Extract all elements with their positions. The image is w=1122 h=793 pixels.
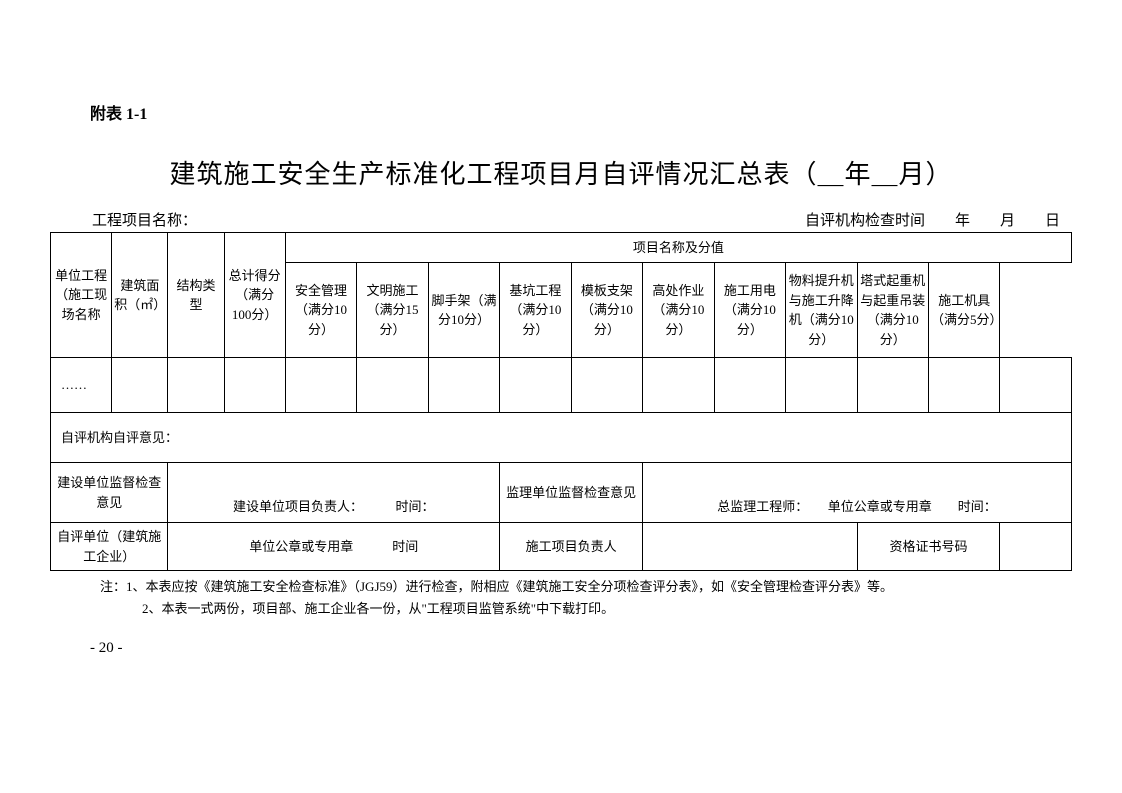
self-eval-unit: 自评单位（建筑施工企业）	[51, 523, 168, 571]
col-pit: 基坑工程（满分10分）	[500, 263, 571, 358]
col-area: 建筑面积（㎡）	[112, 233, 168, 358]
page-title: 建筑施工安全生产标准化工程项目月自评情况汇总表（＿年＿月）	[50, 154, 1072, 191]
table-cell	[643, 358, 714, 413]
col-total-score: 总计得分（满分100分）	[224, 233, 285, 358]
table-cell	[168, 358, 224, 413]
construction-unit-leader: 建设单位项目负责人： 时间：	[168, 463, 500, 523]
self-evaluation-opinion: 自评机构自评意见：	[51, 413, 1072, 463]
col-group-items: 项目名称及分值	[285, 233, 1071, 263]
col-hoist: 物料提升机与施工升降机（满分10分）	[786, 263, 857, 358]
col-structure: 结构类型	[168, 233, 224, 358]
table-cell	[357, 358, 428, 413]
construction-project-leader: 施工项目负责人	[500, 523, 643, 571]
table-cell	[929, 358, 1000, 413]
table-cell	[285, 358, 356, 413]
leader-blank	[643, 523, 857, 571]
table-cell	[224, 358, 285, 413]
header-line: 工程项目名称： 自评机构检查时间 年 月 日	[50, 209, 1072, 230]
note-1: 注：1、本表应按《建筑施工安全检查标准》（JGJ59）进行检查，附相应《建筑施工…	[100, 576, 1072, 598]
table-cell	[500, 358, 571, 413]
annex-label: 附表 1-1	[90, 100, 1072, 124]
table-cell	[1000, 358, 1072, 413]
table-cell	[786, 358, 857, 413]
check-time-label: 自评机构检查时间 年 月 日	[805, 209, 1060, 230]
table-cell	[428, 358, 499, 413]
col-electricity: 施工用电（满分10分）	[714, 263, 785, 358]
col-height-work: 高处作业（满分10分）	[643, 263, 714, 358]
row-ellipsis: ……	[51, 358, 112, 413]
col-machinery: 施工机具（满分5分）	[929, 263, 1000, 358]
note-2: 2、本表一式两份，项目部、施工企业各一份，从"工程项目监管系统"中下载打印。	[142, 598, 1072, 620]
table-cell	[857, 358, 928, 413]
page-number: - 20 -	[90, 640, 1072, 657]
supervision-unit-opinion: 监理单位监督检查意见	[500, 463, 643, 523]
col-safety-mgmt: 安全管理（满分10分）	[285, 263, 356, 358]
table-cell	[112, 358, 168, 413]
table-cell	[571, 358, 642, 413]
notes: 注：1、本表应按《建筑施工安全检查标准》（JGJ59）进行检查，附相应《建筑施工…	[100, 576, 1072, 620]
cert-number-blank	[1000, 523, 1072, 571]
unit-stamp-time: 单位公章或专用章 时间	[168, 523, 500, 571]
table-cell	[714, 358, 785, 413]
main-table: 单位工程（施工现场名称 建筑面积（㎡） 结构类型 总计得分（满分100分） 项目…	[50, 232, 1072, 571]
col-scaffold: 脚手架（满分10分）	[428, 263, 499, 358]
col-unit-project: 单位工程（施工现场名称	[51, 233, 112, 358]
col-crane: 塔式起重机与起重吊装（满分10分）	[857, 263, 928, 358]
cert-number-label: 资格证书号码	[857, 523, 1000, 571]
construction-unit-supervise: 建设单位监督检查意见	[51, 463, 168, 523]
project-name-label: 工程项目名称：	[92, 209, 197, 230]
chief-supervisor: 总监理工程师： 单位公章或专用章 时间：	[643, 463, 1072, 523]
col-civil-construction: 文明施工（满分15分）	[357, 263, 428, 358]
col-formwork: 模板支架（满分10分）	[571, 263, 642, 358]
